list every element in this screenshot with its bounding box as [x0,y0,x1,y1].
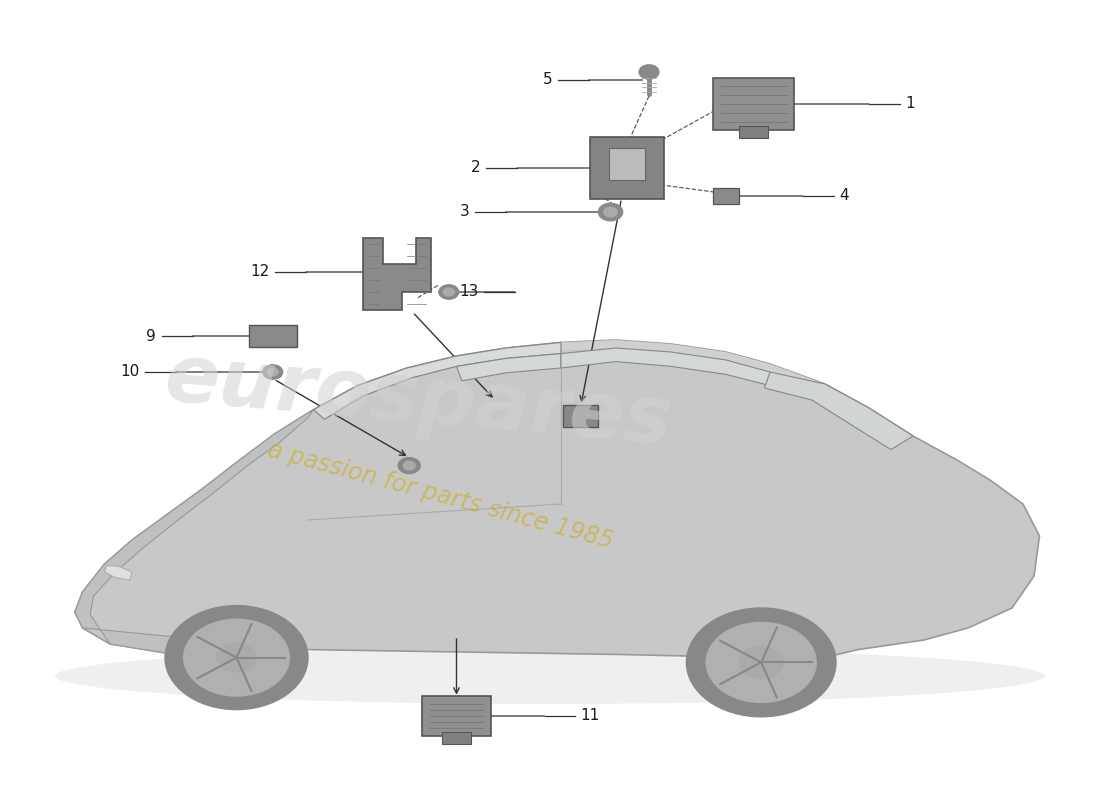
FancyBboxPatch shape [249,325,297,347]
Text: 5: 5 [542,73,552,87]
Text: 3: 3 [460,205,470,219]
Circle shape [706,622,816,702]
Circle shape [217,643,256,672]
Polygon shape [75,340,1040,662]
Circle shape [263,365,283,379]
Ellipse shape [170,634,302,666]
Polygon shape [104,566,132,580]
Circle shape [604,207,617,217]
Polygon shape [407,340,825,392]
Polygon shape [561,348,770,386]
FancyBboxPatch shape [713,188,739,204]
Text: 1: 1 [905,97,915,111]
Circle shape [439,285,459,299]
Circle shape [267,368,278,376]
Circle shape [739,646,783,678]
Text: a passion for parts since 1985: a passion for parts since 1985 [264,438,616,554]
Text: 12: 12 [251,265,270,279]
FancyBboxPatch shape [422,696,491,736]
FancyBboxPatch shape [713,78,794,130]
Polygon shape [75,410,314,660]
Circle shape [403,461,416,470]
FancyBboxPatch shape [739,126,768,138]
Polygon shape [363,238,431,310]
Circle shape [184,619,289,696]
FancyBboxPatch shape [563,405,598,427]
Circle shape [598,203,623,221]
Text: 10: 10 [120,365,140,379]
Polygon shape [764,372,913,450]
Circle shape [639,65,659,79]
Polygon shape [456,354,561,381]
Text: 9: 9 [146,329,156,343]
Text: 4: 4 [839,189,849,203]
Circle shape [443,288,454,296]
FancyBboxPatch shape [609,148,645,180]
Text: 13: 13 [459,285,478,299]
Ellipse shape [690,638,833,671]
FancyBboxPatch shape [590,138,663,198]
Ellipse shape [55,648,1045,704]
Circle shape [686,608,836,717]
Text: eurospares: eurospares [161,339,675,461]
FancyBboxPatch shape [442,731,471,744]
Circle shape [165,606,308,710]
Text: 11: 11 [581,709,601,723]
Text: 2: 2 [471,161,481,175]
Circle shape [398,458,420,474]
Polygon shape [314,342,561,419]
